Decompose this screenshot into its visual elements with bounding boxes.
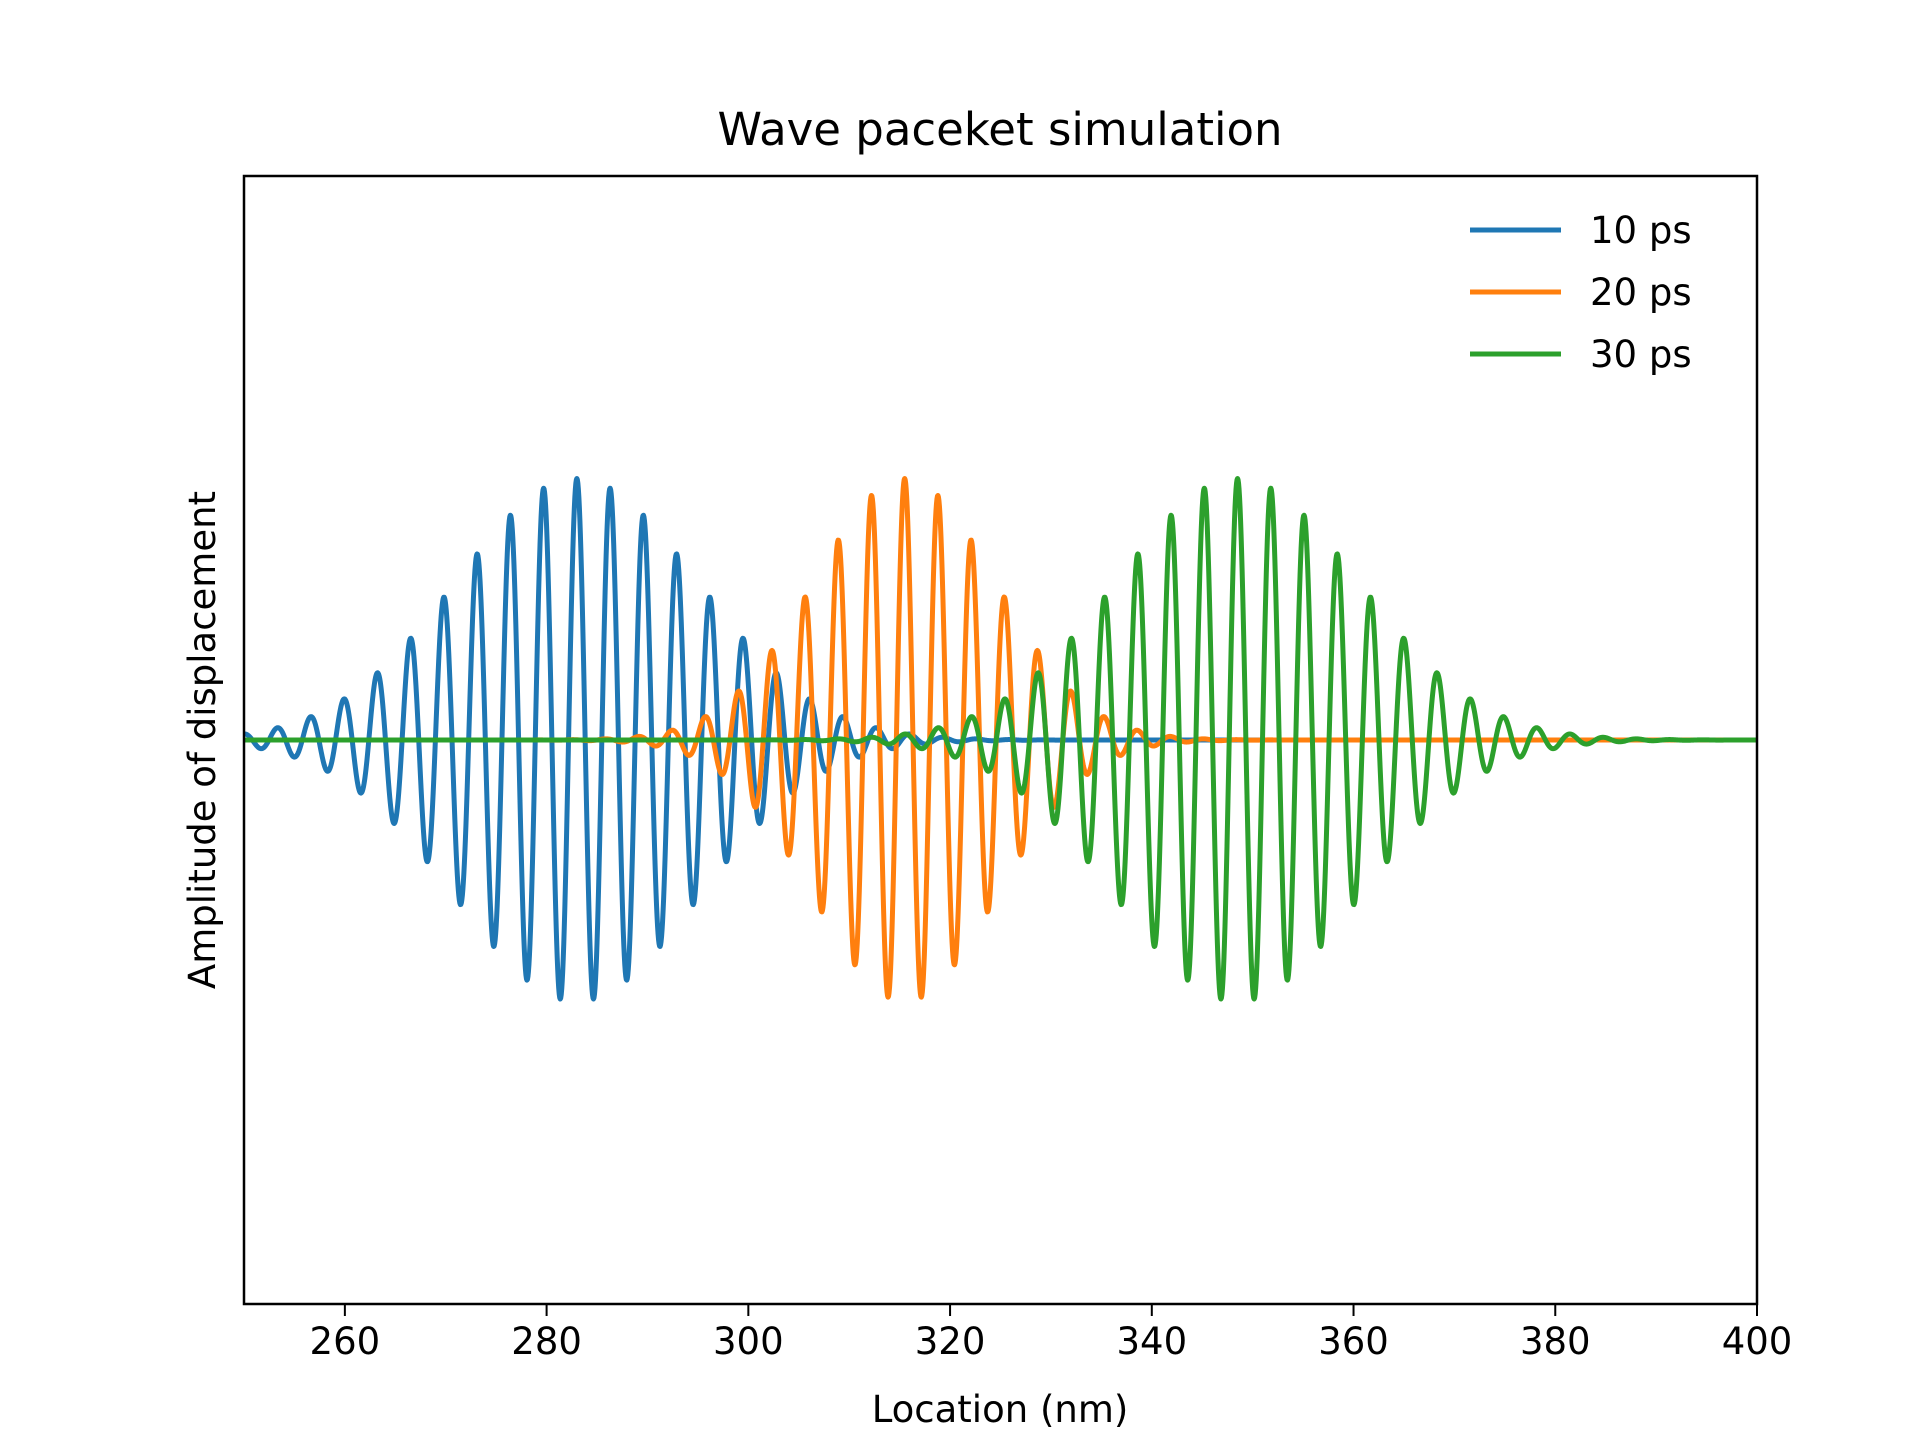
legend-label-30-ps: 30 ps	[1590, 333, 1692, 376]
x-tick-label: 300	[713, 1320, 784, 1363]
x-axis-ticks: 260 280 300 320 340 360 380 400	[310, 1304, 1793, 1363]
chart-title: Wave paceket simulation	[717, 103, 1282, 156]
series-line-30-ps	[242, 476, 1759, 1002]
x-tick-label: 380	[1520, 1320, 1591, 1363]
x-tick-label: 260	[310, 1320, 381, 1363]
legend-label-20-ps: 20 ps	[1590, 271, 1692, 314]
legend: 10 ps 20 ps 30 ps	[1470, 209, 1692, 376]
plot-frame	[242, 174, 1759, 1306]
x-tick-label: 400	[1722, 1320, 1793, 1363]
x-tick-label: 340	[1116, 1320, 1187, 1363]
x-tick-label: 280	[511, 1320, 582, 1363]
plot-series-group	[242, 476, 1759, 1002]
x-tick-label: 320	[915, 1320, 986, 1363]
y-axis-label: Amplitude of displacement	[181, 491, 224, 989]
x-tick-label: 360	[1318, 1320, 1389, 1363]
legend-label-10-ps: 10 ps	[1590, 209, 1692, 252]
x-axis-label: Location (nm)	[872, 1388, 1129, 1431]
